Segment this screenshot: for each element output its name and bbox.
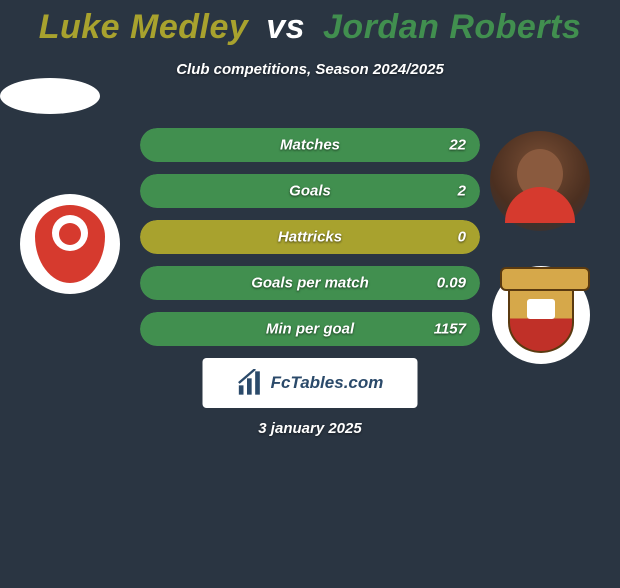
lincoln-city-crest-icon [35,205,105,283]
stat-label: Goals [289,183,331,200]
stat-row: Matches 22 [140,128,480,162]
stat-row: Min per goal 1157 [140,312,480,346]
stat-label: Matches [280,137,340,154]
stat-label: Goals per match [251,275,369,292]
snapshot-date: 3 january 2025 [258,420,361,437]
comparison-title: Luke Medley vs Jordan Roberts [0,8,620,47]
player2-photo [490,131,590,231]
stat-row: Hattricks 0 [140,220,480,254]
stat-value-player2: 22 [449,137,466,154]
player2-name: Jordan Roberts [323,8,581,46]
player1-photo-placeholder [0,78,100,114]
stat-value-player2: 1157 [434,321,466,338]
player2-club-crest [492,266,590,364]
stat-value-player2: 0.09 [437,275,466,292]
stevenage-crest-icon [508,277,574,353]
stat-row: Goals per match 0.09 [140,266,480,300]
fctables-logo: FcTables.com [203,358,418,408]
subtitle-text: Club competitions, Season 2024/2025 [0,61,620,78]
stats-container: Matches 22 Goals 2 Hattricks 0 Goals per match… [140,128,480,358]
bar-chart-icon [237,369,265,397]
stat-label: Min per goal [266,321,354,338]
stat-value-player2: 2 [458,183,466,200]
stat-value-player2: 0 [458,229,466,246]
vs-text: vs [266,8,305,46]
stat-row: Goals 2 [140,174,480,208]
stat-label: Hattricks [278,229,342,246]
logo-text: FcTables.com [271,373,384,393]
player1-name: Luke Medley [39,8,249,46]
player1-club-crest [20,194,120,294]
